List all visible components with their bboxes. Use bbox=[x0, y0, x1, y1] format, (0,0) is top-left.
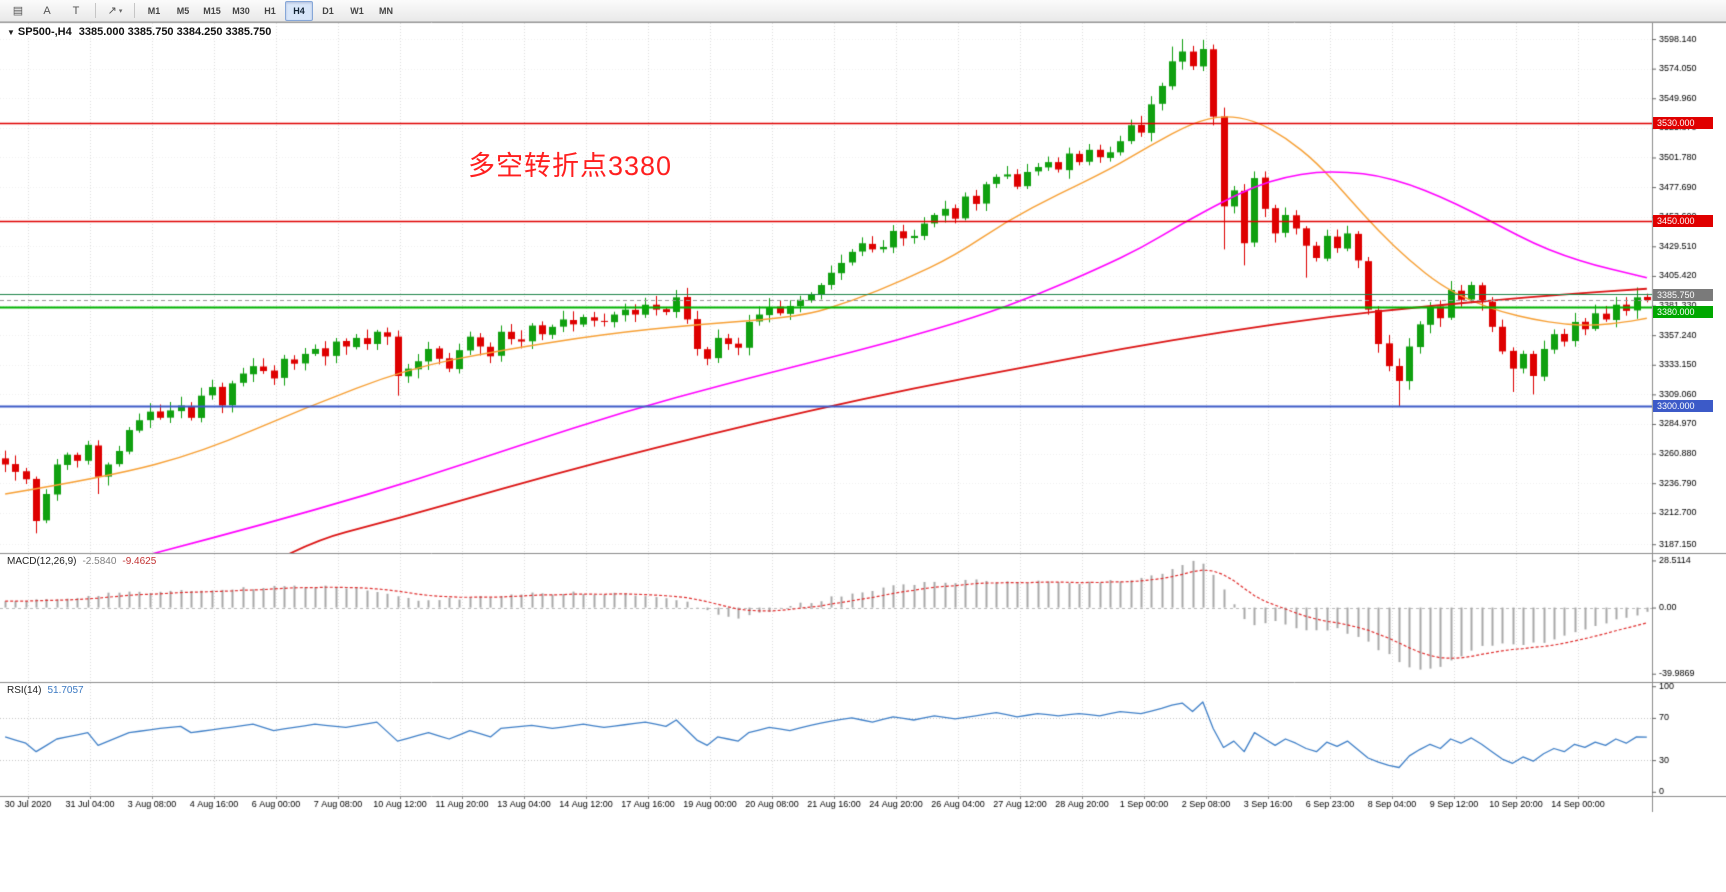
timeframe-h1[interactable]: H1 bbox=[264, 5, 276, 16]
chevron-down-icon: ▾ bbox=[118, 7, 123, 15]
toolbar-separator bbox=[95, 3, 96, 18]
toolbar-separator bbox=[134, 3, 135, 18]
charts-icon[interactable]: ▤ bbox=[12, 5, 24, 17]
timeframe-m5[interactable]: M5 bbox=[176, 5, 190, 16]
timeframe-m15[interactable]: M15 bbox=[203, 5, 221, 16]
top-toolbar: ▤ A T ↗ ▾ M1 M5 M15 M30 H1 H4 D1 W1 MN bbox=[0, 0, 1726, 22]
timeframe-m1[interactable]: M1 bbox=[147, 5, 161, 16]
cursor-icon[interactable]: A bbox=[43, 4, 51, 17]
timeframe-h4[interactable]: H4 bbox=[285, 0, 313, 21]
draw-objects-icon[interactable]: ↗ ▾ bbox=[107, 5, 123, 17]
timeframe-m30[interactable]: M30 bbox=[232, 5, 250, 16]
timeframe-mn[interactable]: MN bbox=[379, 5, 393, 16]
text-tool-icon[interactable]: T bbox=[72, 4, 80, 17]
timeframe-d1[interactable]: D1 bbox=[322, 5, 334, 16]
timeframe-w1[interactable]: W1 bbox=[350, 5, 364, 16]
